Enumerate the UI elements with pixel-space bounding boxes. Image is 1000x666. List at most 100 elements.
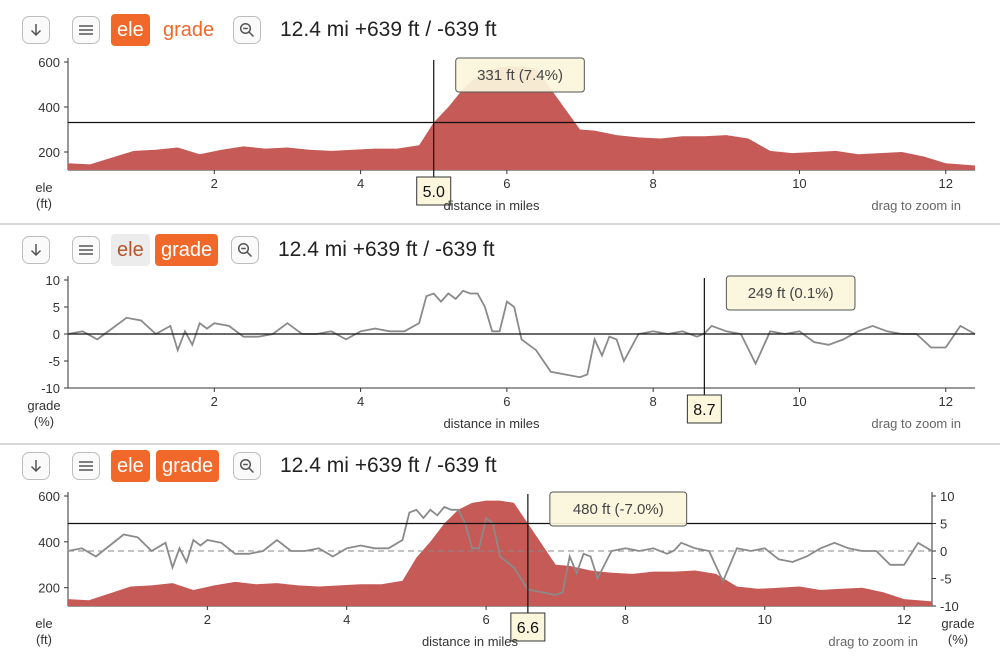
x-tick-label: 12 — [939, 394, 953, 409]
y2-tick-label: 0 — [940, 544, 947, 559]
menu-button[interactable] — [72, 16, 100, 44]
cursor-x-box — [510, 612, 546, 642]
cursor-x-value: 6.6 — [517, 620, 539, 637]
elevation-area — [68, 66, 975, 170]
route-summary: 12.4 mi +639 ft / -639 ft — [280, 454, 497, 477]
x-axis-label: distance in miles — [422, 634, 519, 649]
route-summary: 12.4 mi +639 ft / -639 ft — [280, 18, 497, 41]
y2-axis-label: grade — [941, 616, 974, 631]
crosshair-tooltip — [455, 57, 585, 93]
x-tick-label: 6 — [503, 176, 510, 191]
menu-button[interactable] — [72, 452, 100, 480]
grade-line — [67, 505, 933, 596]
y-axis-unit: (ft) — [36, 196, 52, 211]
y-tick-label: -10 — [41, 381, 60, 396]
x-tick-label: 12 — [897, 612, 911, 627]
zoom-out-magnifier-icon — [237, 242, 253, 258]
ele-toggle[interactable]: ele — [111, 450, 150, 482]
hamburger-menu-icon — [79, 25, 93, 35]
zoom-hint: drag to zoom in — [828, 634, 918, 649]
hamburger-menu-icon — [79, 461, 93, 471]
zoom-out-button[interactable] — [231, 236, 259, 264]
menu-button[interactable] — [72, 236, 100, 264]
x-tick-label: 4 — [357, 176, 364, 191]
x-tick-label: 6 — [482, 612, 489, 627]
y2-tick-label: 10 — [940, 489, 954, 504]
elevation-chart[interactable]: 2 4 6 8 10 12 200 400 600 331 ft (7.4%) 5.0distanc… — [0, 50, 1000, 220]
zoom-hint: drag to zoom in — [871, 198, 961, 213]
chart-toolbar: ele grade 12.4 mi +639 ft / -639 ft — [0, 232, 1000, 268]
panel-divider — [0, 223, 1000, 225]
y-tick-label: 0 — [53, 327, 60, 342]
y-tick-label: 5 — [53, 300, 60, 315]
download-arrow-icon — [30, 24, 42, 37]
grade-panel: ele grade 12.4 mi +639 ft / -639 ft 2 4 6 8… — [0, 226, 1000, 444]
y-tick-label: 400 — [38, 100, 60, 115]
download-arrow-icon — [30, 244, 42, 257]
x-tick-label: 2 — [211, 394, 218, 409]
x-tick-label: 4 — [357, 394, 364, 409]
chart-toolbar: ele grade 12.4 mi +639 ft / -639 ft — [0, 12, 1000, 48]
chart-toolbar: ele grade 12.4 mi +639 ft / -639 ft — [0, 448, 1000, 484]
elevation-panel: ele grade 12.4 mi +639 ft / -639 ft 2 4 6 8… — [0, 0, 1000, 220]
route-summary: 12.4 mi +639 ft / -639 ft — [278, 238, 495, 261]
y-tick-label: 10 — [46, 273, 60, 288]
y-tick-label: 400 — [38, 535, 60, 550]
x-tick-label: 10 — [792, 394, 806, 409]
y-tick-label: 200 — [38, 145, 60, 160]
grade-toggle[interactable]: grade — [163, 19, 215, 41]
x-axis-label: distance in miles — [443, 198, 540, 213]
y-axis-unit: (ft) — [36, 632, 52, 647]
y-tick-label: 200 — [38, 581, 60, 596]
crosshair-tooltip — [725, 275, 856, 311]
ele-toggle[interactable]: ele — [111, 234, 150, 266]
combined-chart[interactable]: 2 4 6 8 10 12 200 400 600 10 5 0 -5 -10 480 ft (-7.0%)… — [0, 484, 1000, 666]
download-arrow-icon — [30, 460, 42, 473]
panel-divider — [0, 443, 1000, 445]
download-button[interactable] — [22, 236, 50, 264]
x-tick-label: 8 — [650, 394, 657, 409]
y2-tick-label: -5 — [940, 572, 952, 587]
grade-toggle[interactable]: grade — [156, 450, 220, 482]
tooltip-text: 249 ft (0.1%) — [748, 285, 834, 302]
x-tick-label: 12 — [939, 176, 953, 191]
download-button[interactable] — [22, 16, 50, 44]
y2-tick-label: -10 — [940, 599, 959, 614]
zoom-out-button[interactable] — [233, 16, 261, 44]
y2-tick-label: 5 — [940, 517, 947, 532]
x-tick-label: 8 — [622, 612, 629, 627]
grade-chart[interactable]: 2 4 6 8 10 12 10 5 0 -5 -10 249 ft (0.1%) 8.7 distanc… — [0, 270, 1000, 444]
hamburger-menu-icon — [79, 245, 93, 255]
tooltip-text: 480 ft (-7.0%) — [573, 501, 664, 518]
x-tick-label: 10 — [792, 176, 806, 191]
x-tick-label: 10 — [758, 612, 772, 627]
y-tick-label: 600 — [38, 55, 60, 70]
x-axis-label: distance in miles — [443, 416, 540, 431]
x-tick-label: 6 — [503, 394, 510, 409]
zoom-out-magnifier-icon — [239, 22, 255, 38]
x-tick-label: 8 — [650, 176, 657, 191]
tooltip-text: 331 ft (7.4%) — [477, 67, 563, 84]
x-tick-label: 4 — [343, 612, 350, 627]
cursor-x-box — [686, 394, 722, 424]
y-axis-label: ele — [35, 616, 52, 631]
combined-panel: ele grade 12.4 mi +639 ft / -639 ft 2 4 6 8… — [0, 446, 1000, 665]
cursor-x-box — [416, 176, 452, 206]
cursor-x-value: 5.0 — [423, 184, 445, 201]
x-tick-label: 2 — [211, 176, 218, 191]
y-tick-label: 600 — [38, 489, 60, 504]
y-axis-unit: (%) — [34, 414, 54, 429]
ele-toggle[interactable]: ele — [111, 14, 150, 46]
grade-toggle[interactable]: grade — [155, 234, 219, 266]
y-axis-label: ele — [35, 180, 52, 195]
zoom-out-magnifier-icon — [239, 458, 255, 474]
download-button[interactable] — [22, 452, 50, 480]
cursor-x-value: 8.7 — [693, 402, 715, 419]
crosshair-tooltip — [549, 491, 688, 527]
y2-axis-unit: (%) — [948, 632, 968, 647]
y-tick-label: -5 — [48, 354, 60, 369]
zoom-hint: drag to zoom in — [871, 416, 961, 431]
x-tick-label: 2 — [204, 612, 211, 627]
y-axis-label: grade — [27, 398, 60, 413]
zoom-out-button[interactable] — [233, 452, 261, 480]
